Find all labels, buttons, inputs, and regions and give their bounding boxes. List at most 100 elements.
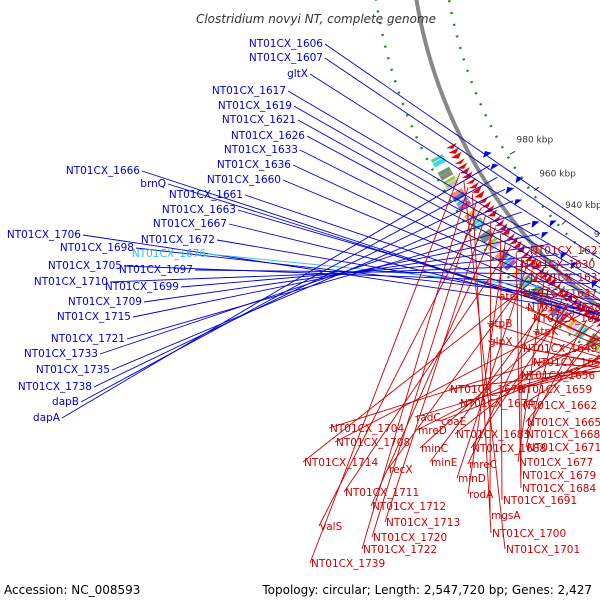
right-label-connector [416, 337, 600, 431]
right-label-connector [500, 233, 503, 501]
right-gene-label: NT01CX_1711 [345, 487, 419, 499]
reverse-gene-arrow [446, 142, 457, 149]
left-gene-label: NT01CX_1626 [231, 130, 305, 142]
right-gene-label: recX [389, 464, 413, 476]
left-label-connector [135, 247, 600, 301]
right-gene-label: minC [421, 443, 448, 455]
left-label-connector [80, 177, 498, 403]
right-gene-label: atpI [499, 291, 519, 303]
left-gene-label: NT01CX_1633 [224, 144, 298, 156]
right-label-connector [387, 270, 533, 470]
right-gene-label: NT01CX_1679 [522, 470, 596, 482]
left-gene-label: NT01CX_1699 [105, 281, 179, 293]
forward-gene-arrow [549, 220, 557, 227]
left-label-connector [244, 194, 600, 316]
reverse-gene-arrow [459, 167, 470, 174]
left-gene-label: NT01CX_1735 [36, 364, 110, 376]
right-gene-label: NT01CX_1712 [372, 501, 446, 513]
right-gene-label: NT01CX_1662 [523, 400, 597, 412]
left-label-connector [141, 170, 600, 322]
left-gene-label: NT01CX_1706 [7, 229, 81, 241]
right-label-connector [470, 304, 569, 449]
left-label-connector [228, 223, 600, 315]
left-label-connector [306, 135, 600, 295]
reverse-gene-arrow [531, 261, 541, 270]
left-label-connector [293, 105, 600, 282]
right-gene-label: mreC [469, 459, 497, 471]
right-gene-label: NT01CX_1670 [450, 384, 524, 396]
left-gene-label: NT01CX_1660 [207, 174, 281, 186]
left-gene-label: NT01CX_1607 [249, 52, 323, 64]
left-label-connector [292, 164, 600, 308]
right-gene-label: NT01CX_1653 [533, 357, 600, 369]
left-gene-label: NT01CX_1697 [119, 264, 193, 276]
right-label-connector [521, 347, 600, 363]
right-gene-label: atpK [534, 326, 559, 338]
reverse-gene-arrow [596, 322, 600, 328]
right-gene-label: NT01CX_1714 [304, 457, 378, 469]
left-gene-label: NT01CX_1663 [162, 204, 236, 216]
right-gene-label: coaE [441, 416, 466, 428]
reverse-gene-arrow [524, 253, 534, 262]
right-gene-label: NT01CX_1688 [472, 443, 546, 455]
tick-label: 920 kbp [594, 230, 600, 240]
reverse-gene-arrow [456, 162, 468, 169]
forward-gene-arrow [514, 199, 523, 206]
right-label-connector [343, 246, 512, 493]
reverse-gene-arrow [570, 297, 578, 307]
right-label-connector [456, 264, 528, 479]
right-label-connector [302, 276, 539, 463]
reverse-gene-arrow [527, 257, 537, 266]
right-label-connector [439, 357, 600, 422]
right-gene-label: NT01CX_1684 [522, 483, 596, 495]
cog-block [432, 157, 447, 168]
left-label-connector [61, 165, 491, 419]
right-label-connector [467, 287, 551, 465]
right-gene-label: NT01CX_1641 [533, 313, 600, 325]
right-label-connector [334, 314, 581, 443]
left-gene-label: gltX [287, 68, 308, 80]
reverse-gene-arrow [465, 177, 477, 184]
right-label-connector [515, 252, 522, 489]
reverse-gene-arrow [454, 158, 465, 164]
right-label-connector [525, 329, 600, 423]
forward-gene-arrow [531, 220, 540, 228]
left-gene-label: NT01CX_1621 [222, 114, 296, 126]
cog-block [503, 259, 517, 271]
tick-label: 940 kbp [565, 201, 600, 211]
left-gene-label: NT01CX_1721 [51, 333, 125, 345]
right-gene-label: NT01CX_1677 [519, 457, 593, 469]
right-label-connector [524, 319, 588, 435]
left-label-connector [194, 269, 580, 275]
forward-gene-arrow [505, 186, 515, 194]
cog-block [437, 166, 451, 177]
right-gene-label: NT01CX_1700 [492, 528, 566, 540]
right-gene-label: NT01CX_1671 [527, 442, 600, 454]
left-gene-label: NT01CX_1709 [68, 296, 142, 308]
right-gene-label: mreD [418, 425, 447, 437]
right-gene-label: NT01CX_1701 [506, 544, 580, 556]
tick-mark [533, 186, 540, 192]
right-label-connectors [302, 173, 600, 564]
right-label-connector [384, 214, 487, 523]
right-label-connector [489, 220, 492, 516]
right-gene-label: NT01CX_1659 [518, 384, 592, 396]
right-label-connector [309, 173, 461, 564]
left-gene-label: brnQ [140, 178, 166, 190]
right-gene-label: NT01CX_1638 [527, 302, 600, 314]
cog-block [521, 277, 534, 290]
right-gene-label: NT01CX_1691 [503, 495, 577, 507]
right-label-connector [516, 370, 600, 390]
right-label-connector [370, 227, 497, 507]
left-gene-label: NT01CX_1710 [34, 276, 108, 288]
cog-block [442, 175, 456, 186]
right-label-connector [531, 317, 600, 347]
right-gene-label: NT01CX_1708 [336, 437, 410, 449]
left-gene-label: NT01CX_1606 [249, 38, 323, 50]
reverse-gene-arrow [512, 240, 522, 249]
left-gene-label: NT01CX_1617 [212, 85, 286, 97]
cog-block [546, 301, 559, 314]
left-gene-label: NT01CX_1715 [57, 311, 131, 323]
